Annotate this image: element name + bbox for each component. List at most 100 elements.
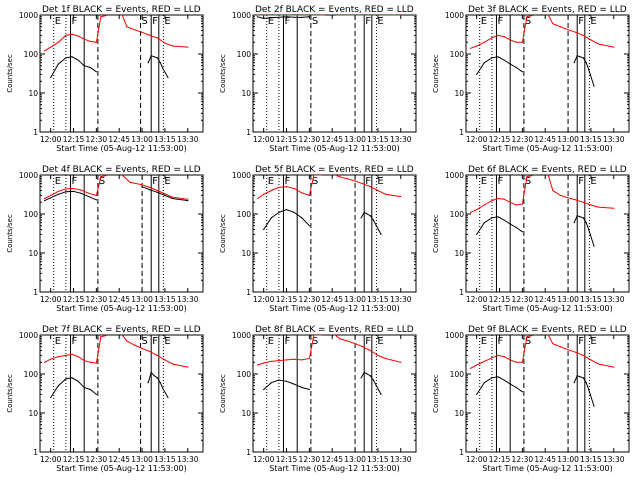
time-marker-label: F xyxy=(152,336,158,347)
y-axis-label: Counts/sec xyxy=(432,374,440,413)
x-tick-label: 13:15 xyxy=(580,135,602,144)
series-events-point xyxy=(588,391,590,393)
x-tick-label: 13:30 xyxy=(603,295,625,304)
series-lld-line xyxy=(44,175,109,199)
series-events-point xyxy=(293,383,295,385)
series-events-point xyxy=(308,388,310,391)
series-lld-point xyxy=(80,189,82,191)
series-lld-point xyxy=(314,15,317,16)
series-lld-point xyxy=(83,38,85,40)
series-lld-point xyxy=(308,357,310,360)
series-lld-point xyxy=(107,175,110,176)
series-lld-point xyxy=(95,41,97,43)
time-marker-label: E xyxy=(377,176,383,187)
plot-title: Det 8f BLACK = Events, RED = LLD xyxy=(255,325,414,335)
series-lld-point xyxy=(141,31,143,33)
y-tick-label: 10 xyxy=(454,409,464,418)
series-events-point xyxy=(270,17,272,19)
plot-data xyxy=(256,175,402,235)
y-tick-label: 1000 xyxy=(232,331,251,340)
series-lld-point xyxy=(559,346,562,348)
x-tick-label: 12:15 xyxy=(489,295,511,304)
series-lld-point xyxy=(515,41,517,43)
series-events-line xyxy=(50,377,97,398)
x-tick-label: 13:30 xyxy=(603,135,625,144)
plot-frame xyxy=(252,174,417,293)
series-lld-point xyxy=(313,175,315,176)
series-lld-point xyxy=(491,37,493,39)
series-events-point xyxy=(83,65,85,67)
series-events-point xyxy=(65,57,67,59)
series-events-point xyxy=(483,62,485,64)
x-tick-label: 12:00 xyxy=(253,295,275,304)
series-lld-point xyxy=(597,206,600,208)
series-events-line xyxy=(257,16,310,19)
series-lld-point xyxy=(354,343,356,345)
series-lld-point xyxy=(121,175,123,176)
x-tick-label: 12:15 xyxy=(276,135,298,144)
series-lld-point xyxy=(149,34,151,36)
series-events-point xyxy=(57,63,59,65)
series-lld-point xyxy=(597,43,600,45)
series-lld-point xyxy=(509,39,511,41)
x-tick-label: 12:00 xyxy=(40,295,62,304)
series-events-point xyxy=(71,377,73,379)
series-events-point xyxy=(147,62,149,64)
series-lld-point xyxy=(100,16,102,18)
series-events-point xyxy=(95,199,97,201)
series-lld-point xyxy=(509,359,511,361)
series-events-point xyxy=(593,245,595,247)
series-events-point xyxy=(491,217,493,219)
series-lld-point xyxy=(377,189,379,192)
series-events-point xyxy=(476,233,478,235)
plot-frame xyxy=(465,334,630,453)
x-tick-label: 12:45 xyxy=(321,455,343,464)
series-events-point xyxy=(89,66,91,69)
series-events-point xyxy=(159,62,161,64)
x-tick-label: 12:15 xyxy=(63,295,85,304)
series-lld-point xyxy=(293,358,295,360)
series-lld-point xyxy=(88,192,90,194)
series-lld-point xyxy=(575,31,577,33)
series-events-point xyxy=(593,85,595,87)
time-marker-label: E xyxy=(481,336,487,347)
x-tick-label: 12:15 xyxy=(276,295,298,304)
y-tick-label: 10 xyxy=(241,409,251,418)
series-events-point xyxy=(95,393,97,395)
series-events-point xyxy=(509,223,511,225)
series-lld-point xyxy=(149,186,151,189)
x-tick-label: 12:15 xyxy=(63,455,85,464)
series-lld-point xyxy=(497,354,499,356)
series-lld-point xyxy=(126,26,128,28)
series-lld-point xyxy=(100,176,102,178)
series-lld-point xyxy=(171,363,174,365)
series-lld-point xyxy=(100,336,102,338)
time-marker-label: F xyxy=(71,336,77,347)
x-tick-label: 13:30 xyxy=(390,135,412,144)
series-lld-point xyxy=(334,175,336,176)
series-lld-point xyxy=(77,355,79,358)
series-events-point xyxy=(149,189,151,191)
plot-title: Det 4f BLACK = Events, RED = LLD xyxy=(42,165,201,175)
y-tick-label: 1 xyxy=(459,448,464,457)
time-marker-label: F xyxy=(578,176,584,187)
time-marker-label: E xyxy=(164,16,170,27)
plot-title: Det 9f BLACK = Events, RED = LLD xyxy=(468,325,627,335)
series-lld-point xyxy=(278,360,280,362)
series-events-point xyxy=(366,213,368,215)
series-lld-point xyxy=(334,335,336,336)
series-events-point xyxy=(476,393,478,395)
y-tick-label: 1000 xyxy=(19,331,38,340)
series-events-point xyxy=(270,382,272,384)
series-lld-point xyxy=(65,34,67,36)
y-tick-label: 1 xyxy=(459,128,464,137)
series-lld-point xyxy=(71,33,73,35)
x-tick-label: 13:00 xyxy=(131,135,153,144)
series-events-line xyxy=(476,216,523,235)
x-tick-label: 12:30 xyxy=(299,455,321,464)
x-tick-label: 12:30 xyxy=(299,295,321,304)
plot-data xyxy=(43,175,189,202)
series-events-point xyxy=(164,194,166,196)
series-lld-point xyxy=(43,50,46,52)
